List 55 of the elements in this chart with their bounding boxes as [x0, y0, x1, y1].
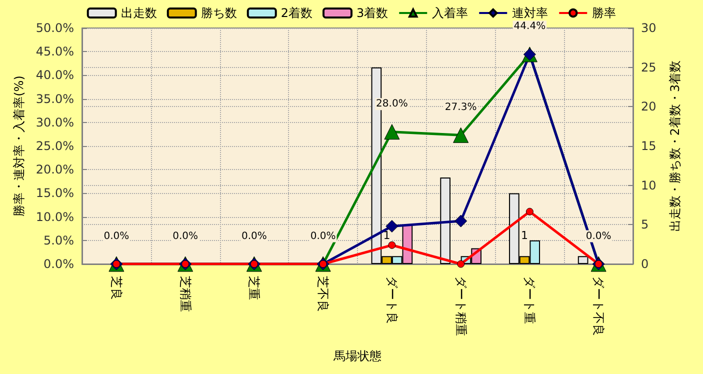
y2-tick-label: 15: [641, 139, 656, 153]
data-label: 0.0%: [172, 230, 198, 242]
legend-label: 連対率: [512, 6, 548, 20]
legend-label: 勝ち数: [200, 6, 237, 20]
data-label: 0.0%: [586, 230, 612, 242]
y-tick-label: 15.0%: [36, 186, 74, 200]
y-tick-label: 25.0%: [36, 139, 74, 153]
x-tick-label: 芝良: [109, 276, 124, 300]
x-tick-label: 芝重: [247, 276, 262, 300]
y-tick-label: 50.0%: [36, 21, 74, 35]
data-label: 0.0%: [310, 230, 336, 242]
x-tick-label: 芝不良: [316, 276, 330, 312]
data-label: 1: [383, 229, 390, 242]
bar: [578, 256, 588, 264]
x-tick-label: ダート不良: [592, 276, 606, 336]
point: [453, 127, 469, 143]
legend-label: 勝率: [592, 6, 616, 20]
legend-label: 3着数: [356, 6, 388, 20]
y-tick-label: 40.0%: [36, 68, 74, 82]
data-label: 0.0%: [241, 230, 267, 242]
y-tick-label: 30.0%: [36, 115, 74, 130]
x-tick-label: 芝稍重: [178, 276, 192, 312]
legend-label: 入着率: [432, 6, 468, 20]
data-label: 44.4%: [514, 21, 546, 32]
y-axis-title: 勝率・連対率・入着率(%): [12, 76, 26, 216]
legend-label: 2着数: [280, 6, 313, 20]
point: [454, 214, 468, 228]
point: [526, 208, 534, 216]
y-tick-label: 0.0%: [44, 257, 74, 271]
y2-tick-label: 0: [641, 257, 649, 271]
y-tick-label: 20.0%: [36, 162, 74, 177]
data-label: 27.3%: [444, 102, 477, 113]
x-tick-label: ダート重: [522, 276, 537, 324]
point: [386, 220, 398, 232]
x-axis-title: 馬場状態: [332, 349, 382, 363]
x-tick-label: ダート良: [384, 276, 399, 324]
y2-tick-label: 25: [641, 60, 656, 74]
y2-tick-label: 5: [641, 218, 649, 232]
y-tick-label: 35.0%: [36, 92, 74, 106]
data-label: 1: [521, 229, 528, 242]
bar: [440, 177, 450, 264]
data-label: 28.0%: [376, 98, 408, 110]
y2-axis-title: 出走数・勝ち数・2着数・3着数: [668, 60, 682, 232]
y2-tick-label: 20: [641, 100, 656, 114]
point: [457, 260, 465, 268]
y-tick-label: 10.0%: [36, 210, 74, 224]
y-tick-label: 45.0%: [36, 44, 74, 59]
legend-label: 出走数: [120, 6, 157, 20]
point: [388, 241, 396, 249]
y2-tick-label: 10: [641, 178, 656, 192]
y2-tick-label: 30: [641, 21, 656, 35]
point: [384, 124, 400, 140]
x-tick-label: ダート稍重: [454, 276, 468, 336]
data-label: 0.0%: [104, 230, 130, 242]
y-tick-label: 5.0%: [44, 233, 74, 248]
